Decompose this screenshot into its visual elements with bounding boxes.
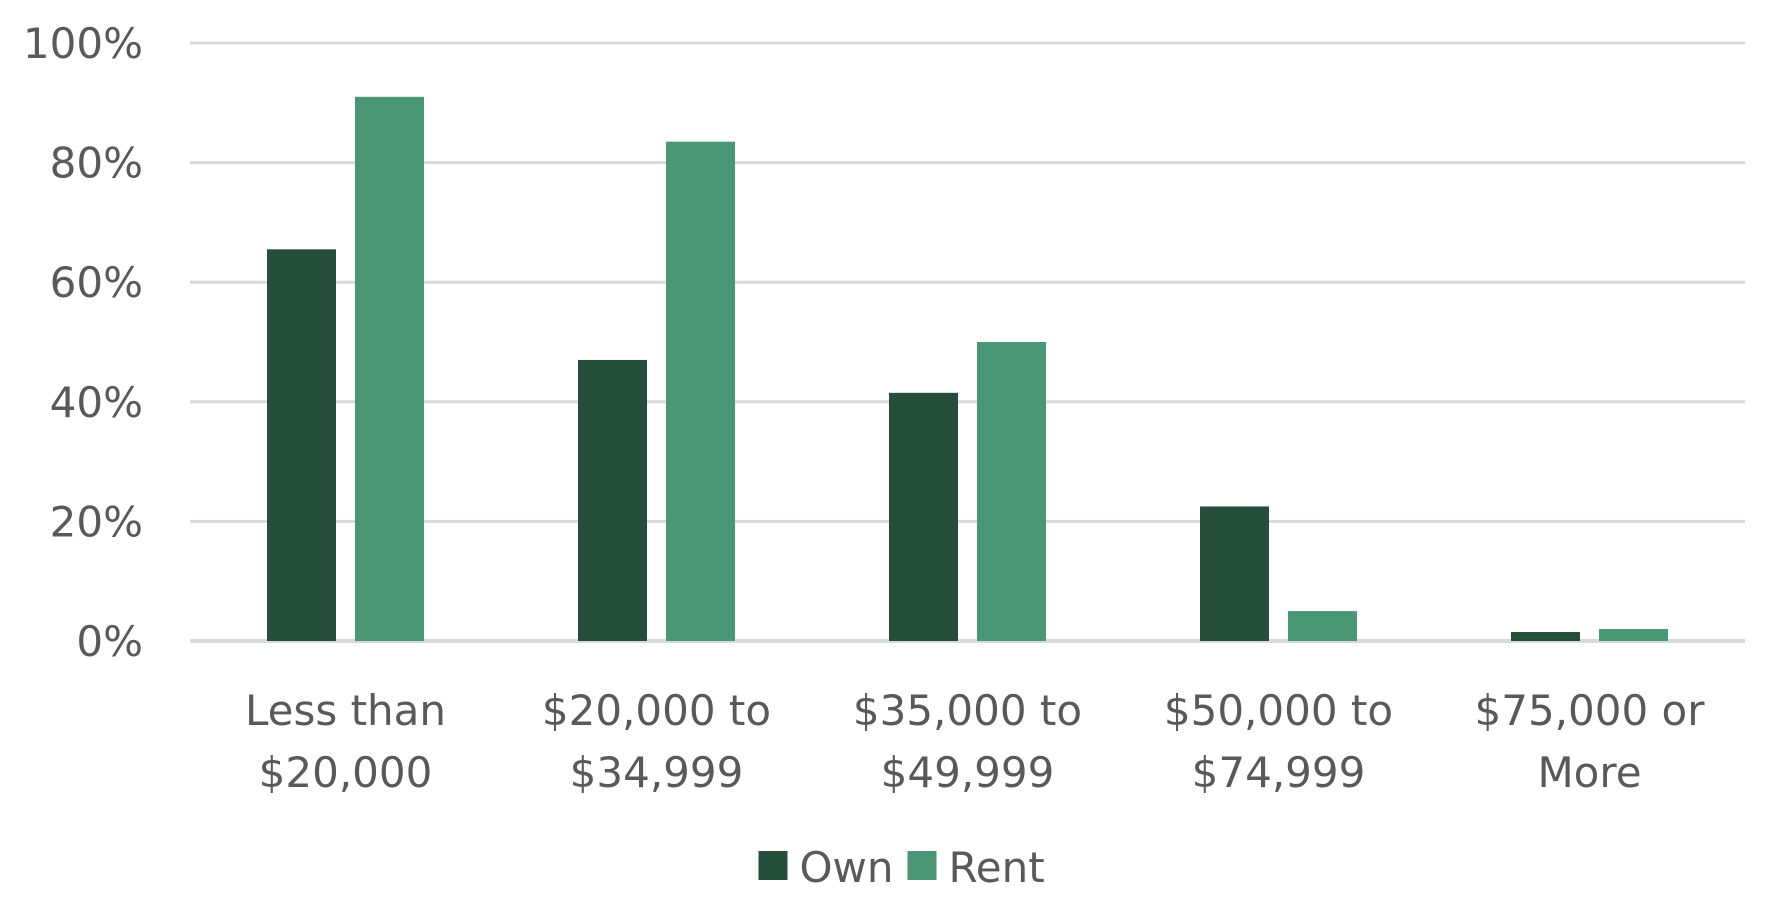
- y-axis-tick-labels: 0% 20% 40% 60% 80% 100%: [23, 19, 143, 666]
- x-category-label: $35,000 to: [853, 686, 1082, 735]
- legend-swatch-rent: [907, 851, 937, 880]
- y-tick-label: 20%: [50, 497, 143, 546]
- legend-swatch-own: [758, 851, 788, 880]
- bar-rent: [355, 96, 424, 641]
- bar-own: [1200, 506, 1269, 641]
- y-tick-label: 0%: [76, 617, 143, 666]
- x-category-label: More: [1537, 748, 1641, 797]
- x-category-label: $50,000 to: [1164, 686, 1393, 735]
- bar-own: [267, 249, 336, 641]
- bar-rent: [1288, 611, 1357, 641]
- x-category-label: $20,000: [259, 748, 433, 797]
- bars: [267, 96, 1668, 642]
- x-category-label: $34,999: [570, 748, 744, 797]
- bar-own: [1511, 632, 1580, 641]
- bar-rent: [666, 141, 735, 642]
- x-category-label: $74,999: [1192, 748, 1366, 797]
- x-category-label: $75,000 or: [1475, 686, 1706, 735]
- bar-rent: [1599, 629, 1668, 641]
- x-category-label: Less than: [245, 686, 446, 735]
- x-category-label: $20,000 to: [542, 686, 771, 735]
- bar-own: [889, 392, 958, 641]
- legend: Own Rent: [758, 843, 1045, 892]
- y-tick-label: 80%: [50, 139, 143, 188]
- x-category-label: $49,999: [881, 748, 1055, 797]
- bar-own: [578, 359, 647, 641]
- gridlines: [190, 41, 1745, 643]
- legend-label-own: Own: [800, 843, 894, 892]
- legend-label-rent: Rent: [949, 843, 1045, 892]
- y-tick-label: 100%: [23, 19, 143, 68]
- x-axis-category-labels: Less than $20,000 $20,000 to $34,999 $35,000…: [245, 686, 1705, 797]
- y-tick-label: 60%: [50, 258, 143, 307]
- bar-rent: [977, 342, 1046, 641]
- y-tick-label: 40%: [50, 378, 143, 427]
